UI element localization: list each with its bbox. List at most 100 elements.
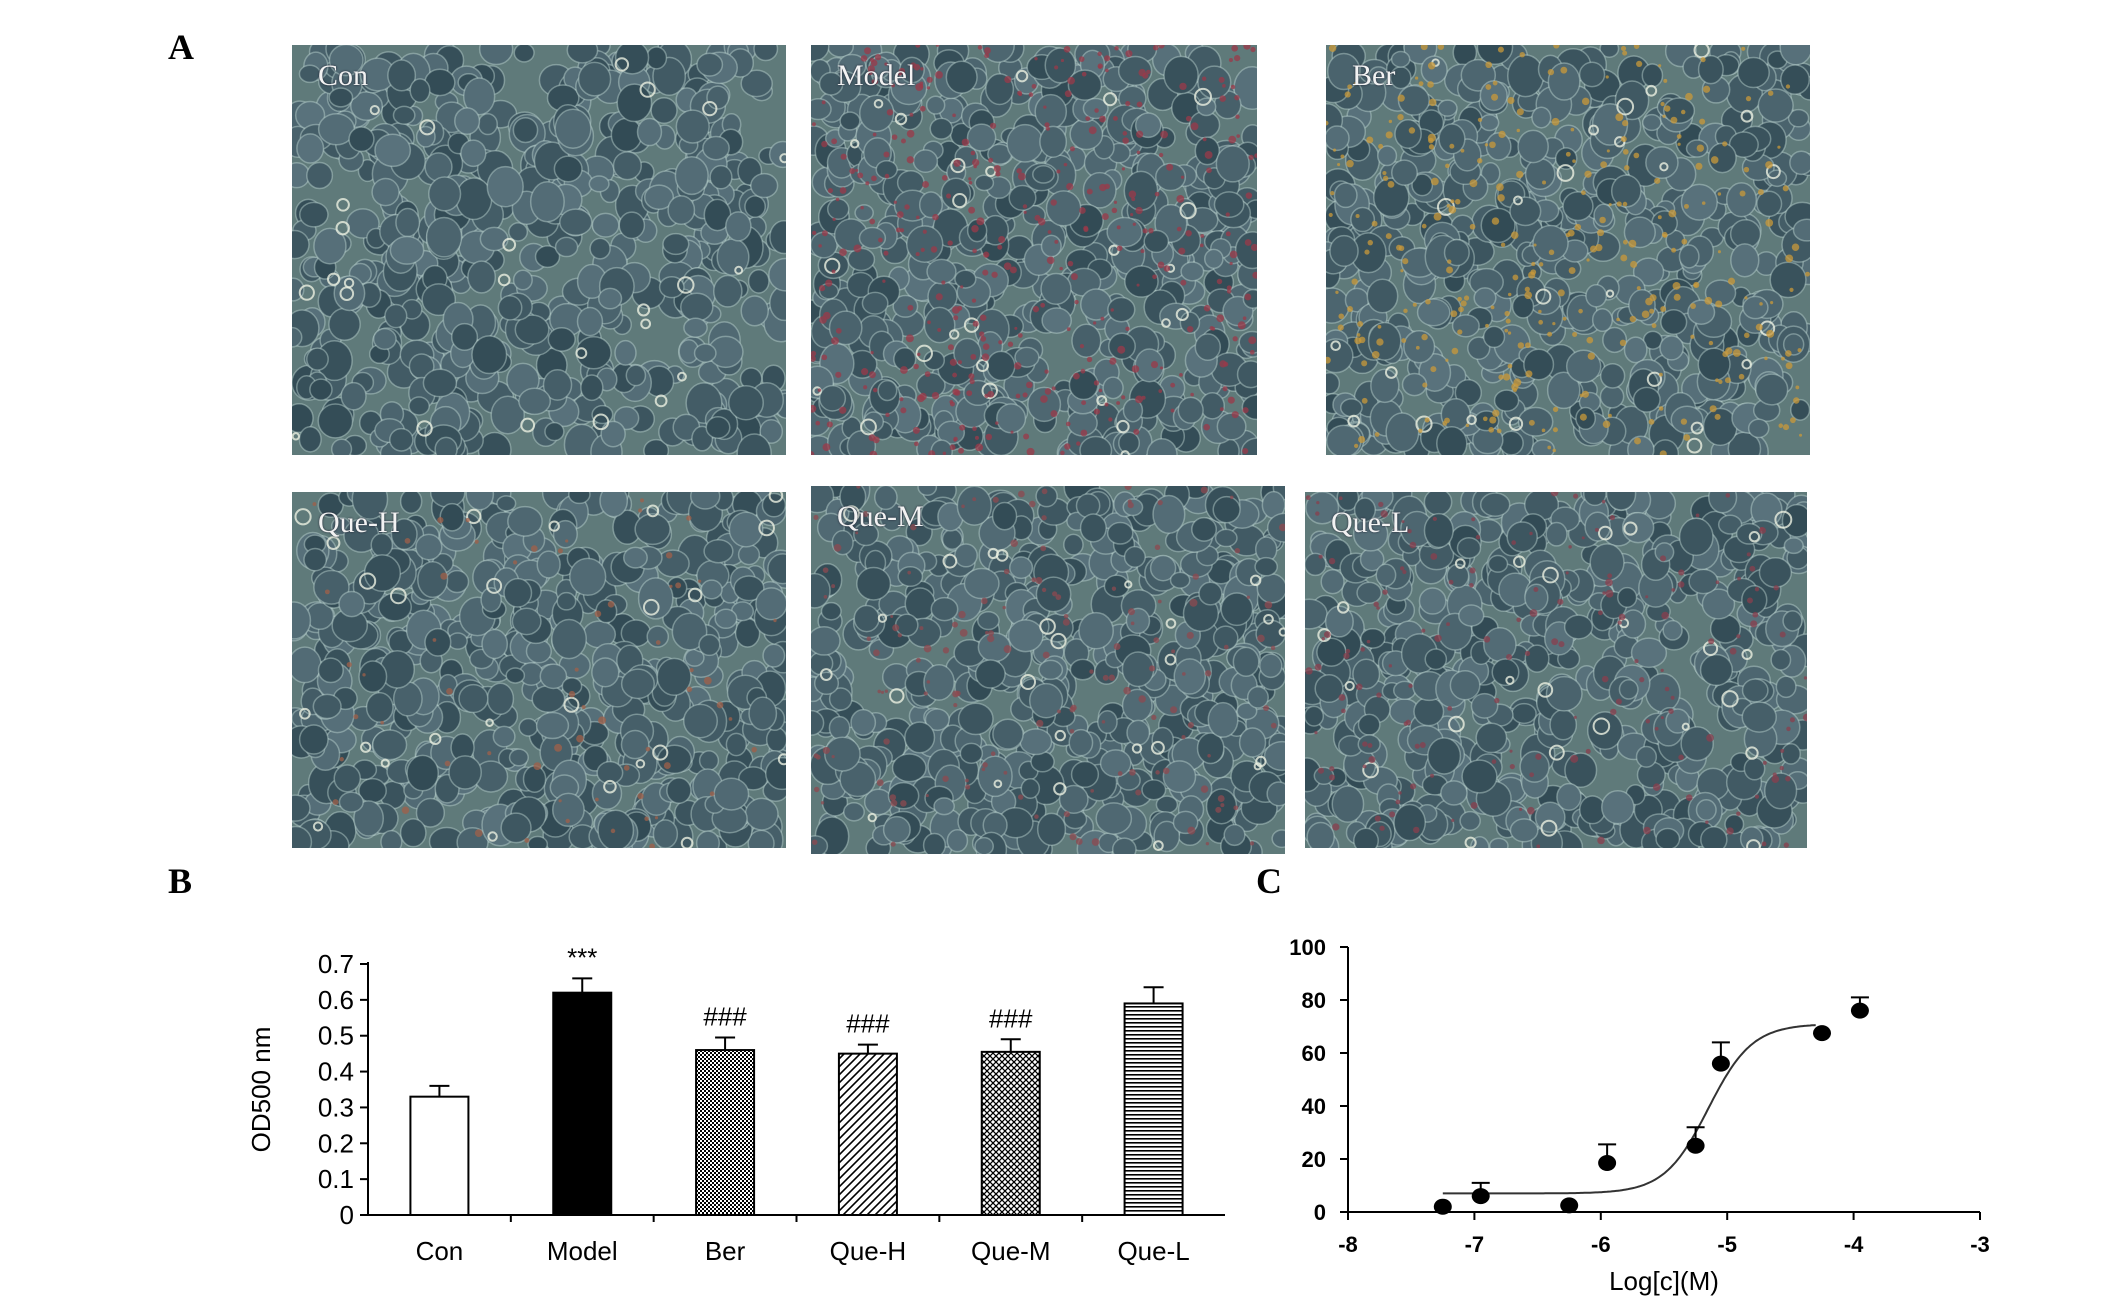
cell-halo	[702, 100, 718, 117]
lipid-droplet	[1745, 95, 1752, 102]
lipid-droplet	[1250, 243, 1257, 252]
lipid-droplet	[1244, 293, 1252, 301]
lipid-droplet	[1803, 676, 1807, 680]
cell	[536, 550, 561, 579]
lipid-droplet	[1434, 634, 1442, 642]
lipid-droplet	[1099, 183, 1107, 192]
lipid-droplet	[972, 248, 977, 254]
lipid-droplet	[1162, 767, 1170, 775]
lipid-droplet	[812, 230, 817, 236]
cell	[1443, 238, 1470, 267]
lipid-droplet	[698, 579, 702, 583]
lipid-droplet	[827, 188, 833, 194]
cell	[1214, 528, 1238, 548]
bar	[552, 991, 613, 1216]
lipid-droplet	[947, 240, 953, 246]
cell	[1549, 708, 1578, 741]
lipid-droplet	[811, 451, 815, 455]
cell-halo	[1020, 674, 1037, 691]
cell	[1511, 702, 1537, 725]
lipid-droplet	[1607, 573, 1613, 579]
lipid-droplet	[1449, 143, 1455, 149]
lipid-droplet	[968, 181, 973, 185]
cell	[421, 283, 457, 317]
cell	[858, 94, 895, 133]
cell	[1179, 311, 1201, 335]
cell	[338, 590, 366, 618]
cell-halo	[1616, 97, 1635, 116]
lipid-droplet	[1602, 420, 1611, 429]
cell	[1599, 363, 1626, 389]
lipid-droplet	[1152, 45, 1159, 51]
cell-halo	[1120, 450, 1130, 455]
lipid-droplet	[1791, 243, 1800, 251]
lipid-droplet	[1003, 770, 1008, 775]
lipid-droplet	[1158, 389, 1163, 393]
lipid-droplet	[1076, 441, 1081, 446]
cell	[1232, 646, 1260, 678]
cell	[940, 177, 972, 210]
lipid-droplet	[1636, 286, 1641, 291]
lipid-droplet	[1361, 397, 1368, 404]
cell	[422, 368, 458, 398]
cell	[768, 257, 786, 292]
cell	[1314, 674, 1344, 704]
cell	[317, 492, 344, 518]
cell	[1372, 177, 1410, 218]
lipid-droplet	[1427, 81, 1434, 88]
lipid-droplet	[1060, 58, 1065, 63]
lipid-droplet	[1393, 526, 1398, 531]
lipid-droplet	[1142, 228, 1148, 234]
lipid-droplet	[883, 738, 890, 745]
cell-halo	[603, 779, 617, 794]
lipid-droplet	[1448, 579, 1454, 585]
cell	[1780, 743, 1801, 765]
cell-halo	[1152, 840, 1164, 851]
cell	[1783, 537, 1804, 555]
cell	[380, 829, 403, 848]
cell-halo	[1249, 574, 1262, 587]
x-tick-label: -4	[1844, 1232, 1864, 1257]
lipid-droplet	[1477, 117, 1483, 123]
cell	[518, 387, 552, 416]
lipid-droplet	[821, 230, 828, 237]
lipid-droplet	[1749, 565, 1756, 572]
lipid-droplet	[897, 633, 902, 638]
cell-halo	[1588, 124, 1599, 136]
lipid-droplet	[773, 618, 777, 623]
cell	[1272, 486, 1285, 501]
cell	[1599, 45, 1620, 59]
lipid-droplet	[871, 175, 877, 182]
lipid-droplet	[1036, 719, 1044, 727]
lipid-droplet	[1200, 486, 1208, 494]
lipid-droplet	[835, 371, 842, 378]
lipid-droplet	[1121, 167, 1125, 171]
lipid-droplet	[1219, 407, 1224, 412]
micrograph-label: Con	[318, 59, 369, 92]
significance-label: ###	[846, 1009, 890, 1039]
cell	[353, 800, 385, 837]
lipid-droplet	[1111, 586, 1117, 591]
cell	[728, 385, 764, 421]
lipid-droplet	[1433, 212, 1442, 221]
lipid-droplet	[1343, 652, 1350, 660]
cell	[1593, 203, 1614, 228]
cell-halo	[877, 613, 888, 623]
cell	[1223, 823, 1246, 847]
lipid-droplet	[524, 837, 530, 843]
cell	[1770, 648, 1792, 671]
cell	[1034, 93, 1068, 130]
lipid-droplet	[1696, 144, 1705, 152]
cell	[614, 45, 650, 75]
lipid-droplet	[901, 138, 906, 144]
cell	[1152, 494, 1186, 535]
cell	[662, 232, 690, 256]
lipid-droplet	[890, 841, 896, 847]
lipid-droplet	[1529, 531, 1533, 536]
lipid-droplet	[1715, 580, 1720, 585]
lipid-droplet	[819, 316, 827, 324]
lipid-droplet	[1660, 716, 1664, 720]
cell-halo	[1745, 746, 1759, 760]
cell	[671, 612, 708, 651]
cell	[769, 219, 786, 255]
